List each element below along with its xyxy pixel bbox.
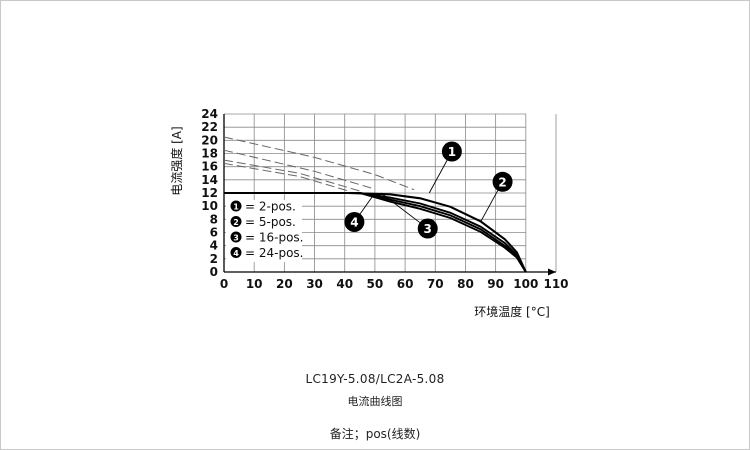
dashed-curve-1 (223, 136, 415, 191)
y-tick-label: 10 (201, 199, 218, 213)
legend-marker-4 (230, 247, 242, 258)
callout-marker-2 (492, 171, 513, 192)
x-tick-label: 80 (457, 277, 474, 291)
x-tick-label: 110 (543, 277, 568, 291)
x-tick-label: 40 (336, 277, 353, 291)
legend-marker-2 (230, 216, 242, 227)
y-tick-label: 18 (201, 147, 218, 161)
x-tick-label: 100 (513, 277, 538, 291)
series-line-4 (224, 192, 527, 273)
y-tick-label: 6 (210, 226, 218, 240)
legend-marker-1 (230, 200, 242, 212)
derating-chart: 0 10 20 30 40 50 60 70 80 90 100 110024681012141618… (169, 107, 569, 319)
y-tick-label: 20 (201, 133, 218, 147)
callout-marker-1 (441, 141, 462, 162)
x-tick-label: 0 (220, 277, 228, 291)
y-tick-label: 22 (201, 120, 218, 134)
x-axis-arrow (548, 268, 556, 276)
legend-marker-label: 2 (233, 218, 239, 227)
y-tick-label: 12 (201, 186, 218, 200)
legend: 1 = 2-pos. 2 = 5-pos. 3 = 16-pos. 4 = 24-pos. (226, 200, 304, 262)
x-axis-label: 环境温度 [°C] (474, 304, 550, 319)
x-tick-label: 50 (367, 277, 384, 291)
legend-marker-label: 1 (233, 202, 239, 211)
callout-marker-4 (344, 211, 365, 232)
y-tick-label: 2 (210, 252, 218, 266)
dashed-curve-2 (223, 149, 376, 190)
dashed-curve-4 (223, 162, 351, 193)
legend-entry-label: = 5-pos. (245, 215, 296, 229)
legend-marker-3 (230, 231, 242, 243)
callout-label-1: 1 (448, 145, 456, 159)
dashed-curve-3 (223, 159, 360, 192)
y-tick-label: 14 (201, 173, 218, 187)
chart-description: 电流曲线图 (347, 395, 403, 408)
y-tick-label: 24 (201, 107, 218, 121)
callout-label-3: 3 (424, 222, 432, 236)
x-tick-label: 90 (487, 277, 504, 291)
model-caption: LC19Y-5.08/LC2A-5.08 (305, 372, 445, 386)
y-tick-label: 4 (210, 239, 218, 253)
legend-entry-label: = 16-pos. (245, 231, 304, 245)
x-tick-label: 20 (276, 277, 293, 291)
legend-marker-label: 3 (233, 233, 239, 242)
x-tick-label: 60 (397, 277, 414, 291)
legend-marker-label: 4 (233, 249, 239, 258)
x-tick-label: 30 (306, 277, 323, 291)
legend-entry-label: = 2-pos. (245, 200, 296, 214)
y-tick-label: 0 (210, 265, 218, 279)
y-tick-label: 8 (210, 212, 218, 226)
footnote: 备注；pos(线数) (329, 427, 421, 441)
callout-label-4: 4 (350, 215, 358, 229)
y-axis-label: 电流强度 [A] (169, 126, 184, 195)
x-tick-label: 10 (246, 277, 263, 291)
x-tick-label: 70 (427, 277, 444, 291)
callout-marker-3 (417, 218, 438, 239)
legend-entry-label: = 24-pos. (245, 246, 304, 260)
callout-label-2: 2 (498, 175, 506, 189)
y-tick-label: 16 (201, 160, 218, 174)
